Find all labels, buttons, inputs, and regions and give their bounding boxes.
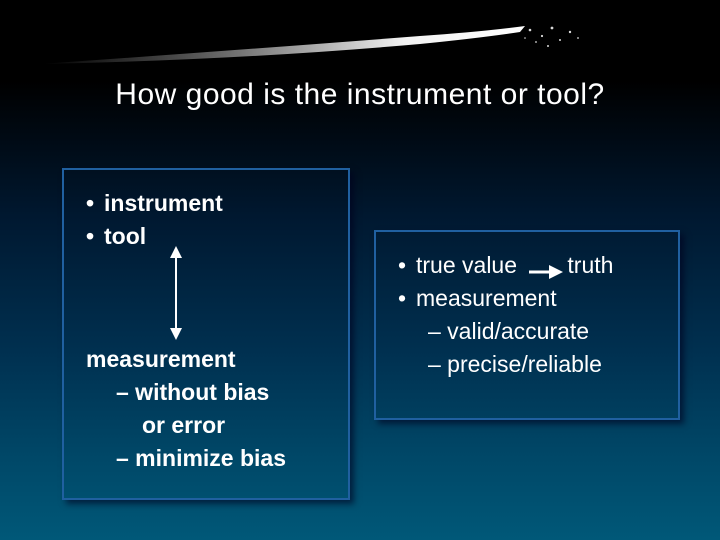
- right-truth-text: truth: [567, 252, 613, 278]
- slide-title: How good is the instrument or tool?: [0, 78, 720, 112]
- right-bullet-measurement: •measurement: [398, 283, 664, 314]
- left-content-box: •instrument •tool measurement – without …: [62, 168, 350, 500]
- comet-graphic: [40, 22, 600, 72]
- vertical-double-arrow-icon: [166, 246, 186, 340]
- arrow-right-icon: [527, 258, 563, 276]
- left-sub-or-error: or error: [86, 410, 334, 441]
- right-sub-precise: – precise/reliable: [398, 349, 664, 380]
- left-sub-without-bias: – without bias: [86, 377, 334, 408]
- spacer: [86, 254, 334, 344]
- left-bullet-instrument-text: instrument: [104, 190, 223, 216]
- right-bullet-truevalue: •true value truth: [398, 250, 664, 281]
- left-sub-minimize-bias: – minimize bias: [86, 443, 334, 474]
- left-bullet-instrument: •instrument: [86, 188, 334, 219]
- right-content-box: •true value truth •measurement – valid/a…: [374, 230, 680, 420]
- right-truevalue-text: true value: [416, 252, 517, 278]
- right-sub-valid: – valid/accurate: [398, 316, 664, 347]
- left-bullet-tool-text: tool: [104, 223, 146, 249]
- left-bullet-tool: •tool: [86, 221, 334, 252]
- right-measurement-text: measurement: [416, 285, 557, 311]
- left-measurement-label: measurement: [86, 344, 334, 375]
